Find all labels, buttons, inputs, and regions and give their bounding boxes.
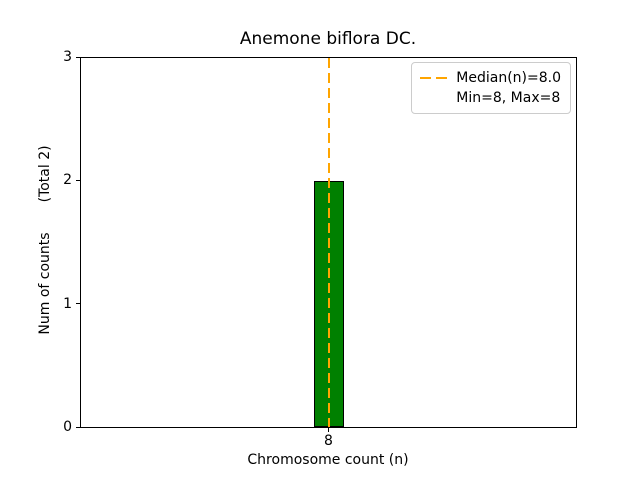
y-tick-mark xyxy=(76,179,80,181)
legend-entry-median: Median(n)=8.0 xyxy=(420,68,561,88)
x-tick-label: 8 xyxy=(324,433,333,449)
legend-label-minmax: Min=8, Max=8 xyxy=(456,90,561,106)
chart-title: Anemone biflora DC. xyxy=(239,29,417,49)
legend: Median(n)=8.0 Min=8, Max=8 xyxy=(411,62,571,114)
legend-entry-minmax: Min=8, Max=8 xyxy=(420,88,561,108)
y-tick-mark xyxy=(76,426,80,428)
y-tick-label: 1 xyxy=(63,295,72,312)
legend-empty-marker xyxy=(420,97,447,99)
x-axis-label: Chromosome count (n) xyxy=(247,452,409,468)
y-tick-mark xyxy=(76,303,80,305)
y-tick-label: 3 xyxy=(63,49,72,65)
median-dashed-line-icon xyxy=(420,77,448,79)
y-axis-label-text: Num of counts xyxy=(37,232,53,335)
legend-label-median: Median(n)=8.0 xyxy=(456,70,561,86)
y-tick-label: 2 xyxy=(63,172,72,189)
y-tick-mark xyxy=(76,56,80,58)
x-tick-mark xyxy=(328,428,329,432)
median-dashed-line xyxy=(327,58,330,427)
plot-area: Median(n)=8.0 Min=8, Max=8 xyxy=(80,57,577,428)
y-tick-label: 0 xyxy=(63,419,72,435)
